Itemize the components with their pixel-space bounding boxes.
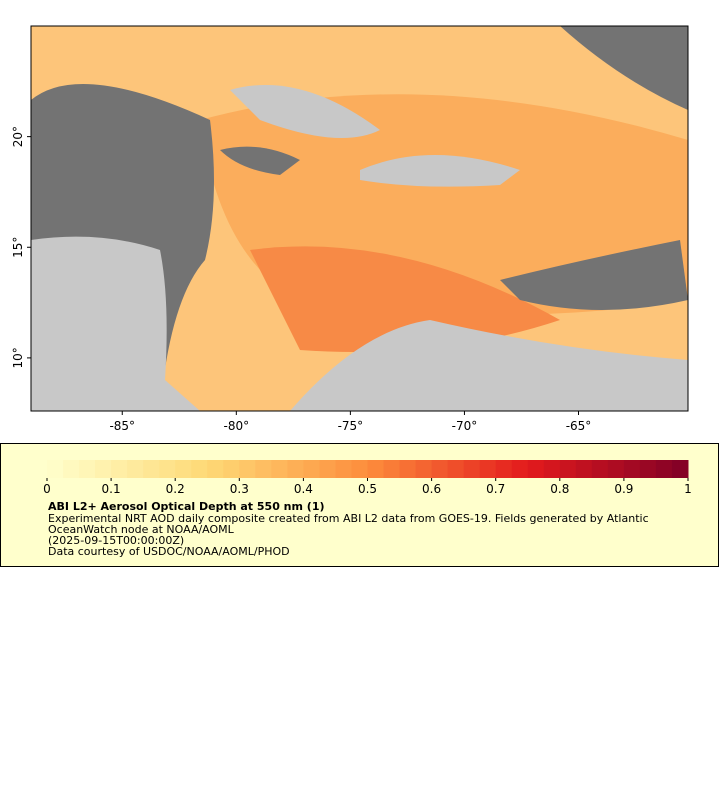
- legend-line: Experimental NRT AOD daily composite cre…: [48, 512, 649, 525]
- colorbar-step: [671, 460, 689, 478]
- colorbar-step: [287, 460, 304, 478]
- colorbar-tick-label: 0.2: [166, 482, 185, 496]
- colorbar-step: [79, 460, 96, 478]
- colorbar-tick-label: 0.6: [422, 482, 441, 496]
- x-tick-label: -65°: [566, 419, 592, 433]
- colorbar-step: [655, 460, 673, 478]
- land: [31, 236, 200, 411]
- colorbar-step: [303, 460, 320, 478]
- colorbar-step: [255, 460, 272, 478]
- map-area: [31, 26, 688, 411]
- colorbar-step: [191, 460, 208, 478]
- colorbar-step: [47, 460, 64, 478]
- no-data: [560, 26, 688, 110]
- land: [230, 85, 380, 138]
- colorbar-tick-label: 0: [43, 482, 51, 496]
- x-tick-label: -75°: [338, 419, 364, 433]
- no-data: [220, 146, 300, 175]
- legend-line: OceanWatch node at NOAA/AOML: [48, 523, 235, 536]
- land: [360, 155, 520, 187]
- y-tick-label: 10°: [11, 347, 25, 368]
- colorbar-step: [63, 460, 80, 478]
- colorbar-step: [367, 460, 385, 478]
- colorbar-step: [383, 460, 401, 478]
- legend-line: (2025-09-15T00:00:00Z): [48, 534, 184, 547]
- colorbar-step: [239, 460, 256, 478]
- colorbar-tick-label: 1: [684, 482, 692, 496]
- colorbar-step: [399, 460, 417, 478]
- colorbar-step: [95, 460, 112, 478]
- colorbar-step: [495, 460, 513, 478]
- x-tick-label: -80°: [224, 419, 250, 433]
- colorbar-tick-label: 0.1: [102, 482, 121, 496]
- colorbar-step: [415, 460, 433, 478]
- colorbar-tick-label: 0.8: [550, 482, 569, 496]
- colorbar-step: [175, 460, 192, 478]
- colorbar-step: [527, 460, 545, 478]
- map-frame: [30, 25, 689, 412]
- colorbar-step: [559, 460, 577, 478]
- colorbar-step: [607, 460, 625, 478]
- colorbar-step: [575, 460, 593, 478]
- colorbar-step: [431, 460, 449, 478]
- colorbar-step: [335, 460, 352, 478]
- colorbar-tick-label: 0.9: [614, 482, 633, 496]
- colorbar-step: [511, 460, 529, 478]
- colorbar-tick-label: 0.5: [358, 482, 377, 496]
- x-tick-label: -70°: [452, 419, 478, 433]
- colorbar-tick-label: 0.4: [294, 482, 313, 496]
- aod-field: [250, 246, 560, 352]
- colorbar-step: [351, 460, 368, 478]
- colorbar-step: [479, 460, 497, 478]
- colorbar-tick-label: 0.3: [230, 482, 249, 496]
- colorbar-step: [639, 460, 657, 478]
- legend-line: Data courtesy of USDOC/NOAA/AOML/PHOD: [48, 545, 290, 558]
- colorbar-step: [319, 460, 336, 478]
- y-tick-label: 15°: [11, 237, 25, 258]
- no-data: [500, 240, 688, 310]
- colorbar-step: [111, 460, 128, 478]
- colorbar-step: [447, 460, 465, 478]
- legend-title: ABI L2+ Aerosol Optical Depth at 550 nm …: [48, 500, 325, 513]
- colorbar-step: [207, 460, 224, 478]
- colorbar-step: [463, 460, 481, 478]
- colorbar-step: [591, 460, 609, 478]
- colorbar-step: [223, 460, 240, 478]
- colorbar-step: [623, 460, 641, 478]
- colorbar-step: [543, 460, 561, 478]
- colorbar-step: [127, 460, 144, 478]
- x-tick-label: -85°: [109, 419, 135, 433]
- colorbar-step: [143, 460, 160, 478]
- colorbar-step: [159, 460, 176, 478]
- colorbar-tick-label: 0.7: [486, 482, 505, 496]
- y-tick-label: 20°: [11, 126, 25, 147]
- land: [290, 320, 688, 411]
- colorbar-step: [271, 460, 288, 478]
